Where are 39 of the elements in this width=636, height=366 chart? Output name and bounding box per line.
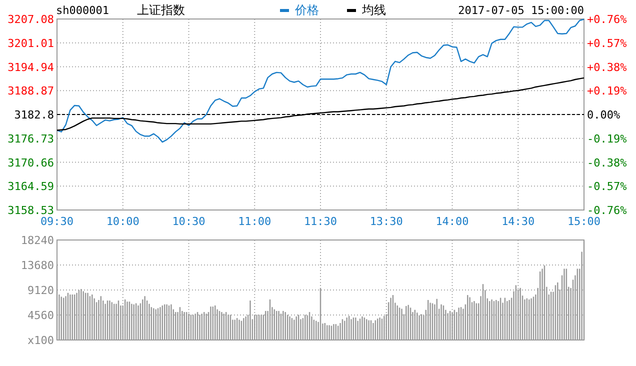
line-series	[56, 18, 585, 143]
y2-tick-label: -0.19%	[587, 132, 628, 146]
chart-title: 上证指数	[137, 3, 185, 17]
x-tick-label: 14:00	[436, 215, 469, 228]
x-tick-label: 14:30	[502, 215, 535, 228]
y-tick-label: 3158.53	[8, 204, 54, 217]
y-tick-label: 3170.66	[8, 156, 54, 170]
y-tick-label: 18240	[20, 234, 54, 247]
text: 2017-07-05 15:00:00	[458, 4, 584, 17]
y2-tick-label: +0.38%	[587, 60, 628, 74]
y-tick-label: 3176.73	[8, 132, 54, 146]
chart-subtitle: sh000001	[56, 4, 109, 17]
y-tick-label: x100	[28, 334, 54, 347]
x-tick-label: 11:00	[238, 215, 272, 228]
y-tick-label: 3194.94	[8, 60, 54, 74]
x-tick-label: 11:30	[304, 215, 338, 228]
x-tick-label: 10:00	[106, 215, 140, 228]
y2-tick-label: +0.76%	[587, 13, 628, 26]
x-tick-label: 13:30	[370, 215, 403, 228]
x-tick-label: 10:30	[172, 215, 206, 228]
legend-label: 价格	[294, 3, 319, 17]
y2-tick-label: 0.00%	[587, 108, 620, 122]
line-series	[56, 77, 585, 131]
y-tick-label: 4560	[28, 309, 54, 322]
y-tick-label: 3182.8	[14, 108, 54, 122]
x-tick-label: 09:30	[40, 215, 74, 228]
y2-tick-label: +0.19%	[587, 84, 628, 98]
y2-tick-label: +0.57%	[587, 36, 628, 50]
x-tick-label: 15:00	[567, 215, 601, 228]
y-tick-label: 13680	[20, 259, 54, 272]
y2-tick-label: -0.76%	[587, 204, 628, 217]
y2-tick-label: -0.57%	[587, 180, 628, 194]
y-tick-label: 3188.87	[8, 84, 54, 98]
y-tick-label: 3207.08	[8, 13, 54, 26]
y-tick-label: 9120	[28, 284, 54, 297]
y2-tick-label: -0.38%	[587, 156, 628, 170]
y-tick-label: 3164.59	[8, 180, 54, 194]
legend-label: 均线	[361, 3, 386, 17]
y-tick-label: 3201.01	[8, 36, 54, 50]
